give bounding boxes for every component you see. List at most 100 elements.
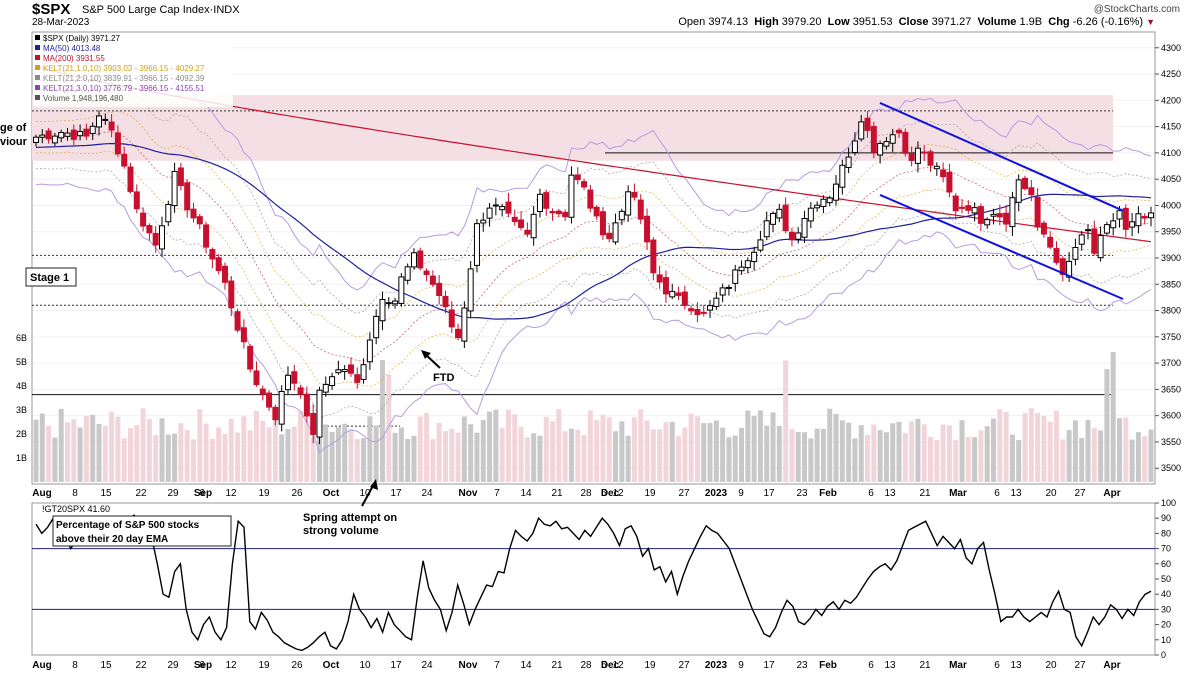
lower-date-tick-label: 17 xyxy=(390,660,402,671)
candle-down xyxy=(203,224,210,248)
volume-bar xyxy=(512,414,518,482)
lower-date-tick-label: 5 xyxy=(601,660,607,671)
breadth-note-line1: Percentage of S&P 500 stocks xyxy=(56,520,200,531)
candle-up xyxy=(1072,247,1079,260)
volume-bar xyxy=(178,423,184,482)
candle-up xyxy=(329,376,336,387)
lower-date-tick-label: 2023 xyxy=(705,660,728,671)
candle-down xyxy=(996,213,1003,218)
date-tick-label: 5 xyxy=(601,488,607,499)
volume-tick-label: 1B xyxy=(16,453,27,463)
volume-bar xyxy=(424,412,430,482)
open-label: Open xyxy=(678,16,706,28)
volume-bar xyxy=(121,438,127,482)
lower-date-tick-label: 12 xyxy=(612,660,624,671)
volume-bar xyxy=(190,439,196,482)
volume-bar xyxy=(342,423,348,482)
date-tick-label: 6 xyxy=(868,488,874,499)
breadth-tick-label: 30 xyxy=(1161,604,1171,614)
ohlc-readout: Open 3974.13 High 3979.20 Low 3951.53 Cl… xyxy=(678,16,1155,28)
volume-bar xyxy=(354,439,360,482)
candle-down xyxy=(908,153,915,161)
price-tick-label: 4200 xyxy=(1161,95,1181,105)
candle-down xyxy=(870,125,877,153)
lower-date-tick-label: 13 xyxy=(1010,660,1022,671)
volume-bar xyxy=(915,418,921,482)
volume-bar xyxy=(33,419,39,482)
price-tick-label: 3750 xyxy=(1161,332,1181,342)
volume-bar xyxy=(449,428,455,482)
candle-down xyxy=(599,211,606,236)
volume-bar xyxy=(789,428,795,482)
volume-bar xyxy=(934,439,940,482)
lower-date-tick-label: 13 xyxy=(884,660,896,671)
open-value: 3974.13 xyxy=(708,16,749,28)
volume-bar xyxy=(575,429,581,482)
volume-bar xyxy=(436,422,442,482)
volume-bar xyxy=(802,432,808,482)
volume-bar xyxy=(442,431,448,482)
volume-bar xyxy=(833,413,839,482)
volume-bar xyxy=(625,435,631,482)
volume-bar xyxy=(1110,352,1116,482)
spring-label-line2: strong volume xyxy=(303,525,379,537)
candle-up xyxy=(1103,224,1110,234)
lower-date-tick-label: Dec xyxy=(601,660,620,671)
candle-up xyxy=(744,260,751,269)
breadth-tick-label: 0 xyxy=(1161,650,1166,660)
candle-up xyxy=(839,164,846,188)
volume-bar xyxy=(405,438,411,482)
candle-down xyxy=(133,191,140,210)
stage1-label: Stage 1 xyxy=(30,272,69,284)
volume-bar xyxy=(720,427,726,482)
volume-bar xyxy=(1117,418,1123,482)
volume-bar xyxy=(348,429,354,482)
candle-down xyxy=(1141,215,1148,219)
candle-up xyxy=(933,165,940,170)
volume-bar xyxy=(751,415,757,482)
candle-down xyxy=(921,151,928,154)
candle-up xyxy=(322,383,329,393)
volume-bar xyxy=(487,411,493,482)
keltner-bands xyxy=(35,63,1152,454)
candle-up xyxy=(171,170,178,207)
volume-bar xyxy=(253,410,259,482)
kelt3-lower xyxy=(35,182,1152,454)
candle-up xyxy=(719,287,726,296)
candle-down xyxy=(650,239,657,274)
candle-up xyxy=(1148,212,1154,219)
volume-bar xyxy=(644,420,650,482)
lower-date-tick-label: 27 xyxy=(678,660,690,671)
volume-bar xyxy=(304,421,310,482)
lower-date-tick-label: 23 xyxy=(796,660,808,671)
volume-bar xyxy=(127,428,133,482)
price-tick-label: 3850 xyxy=(1161,279,1181,289)
candle-down xyxy=(266,392,273,408)
lower-date-tick-label: 12 xyxy=(225,660,237,671)
zone-label-line1: ge of xyxy=(0,122,27,134)
candle-up xyxy=(814,204,821,209)
ftd-arrow-head-icon xyxy=(421,350,431,359)
volume-bar xyxy=(770,412,776,482)
legend-entry: $SPX (Daily) 3971.27 xyxy=(43,34,120,43)
candle-down xyxy=(45,130,52,140)
candle-down xyxy=(1028,187,1035,195)
volume-bar xyxy=(115,416,121,482)
date-tick-label: Aug xyxy=(32,488,51,499)
volume-bar xyxy=(997,409,1003,482)
stockcharts-credit[interactable]: @StockCharts.com xyxy=(1093,4,1180,15)
volume-bar xyxy=(972,437,978,482)
volume-bar xyxy=(1091,428,1097,482)
kelt-middle xyxy=(35,131,1152,362)
volume-bar xyxy=(480,419,486,482)
price-tick-label: 3500 xyxy=(1161,463,1181,473)
volume-bar xyxy=(991,418,997,482)
candle-up xyxy=(335,369,342,374)
volume-bar xyxy=(260,420,266,482)
candle-up xyxy=(461,307,468,342)
volume-bar xyxy=(272,413,278,482)
breadth-tick-label: 60 xyxy=(1161,559,1171,569)
candle-up xyxy=(499,206,506,211)
index-name-text: S&P 500 Large Cap Index xyxy=(82,4,210,16)
